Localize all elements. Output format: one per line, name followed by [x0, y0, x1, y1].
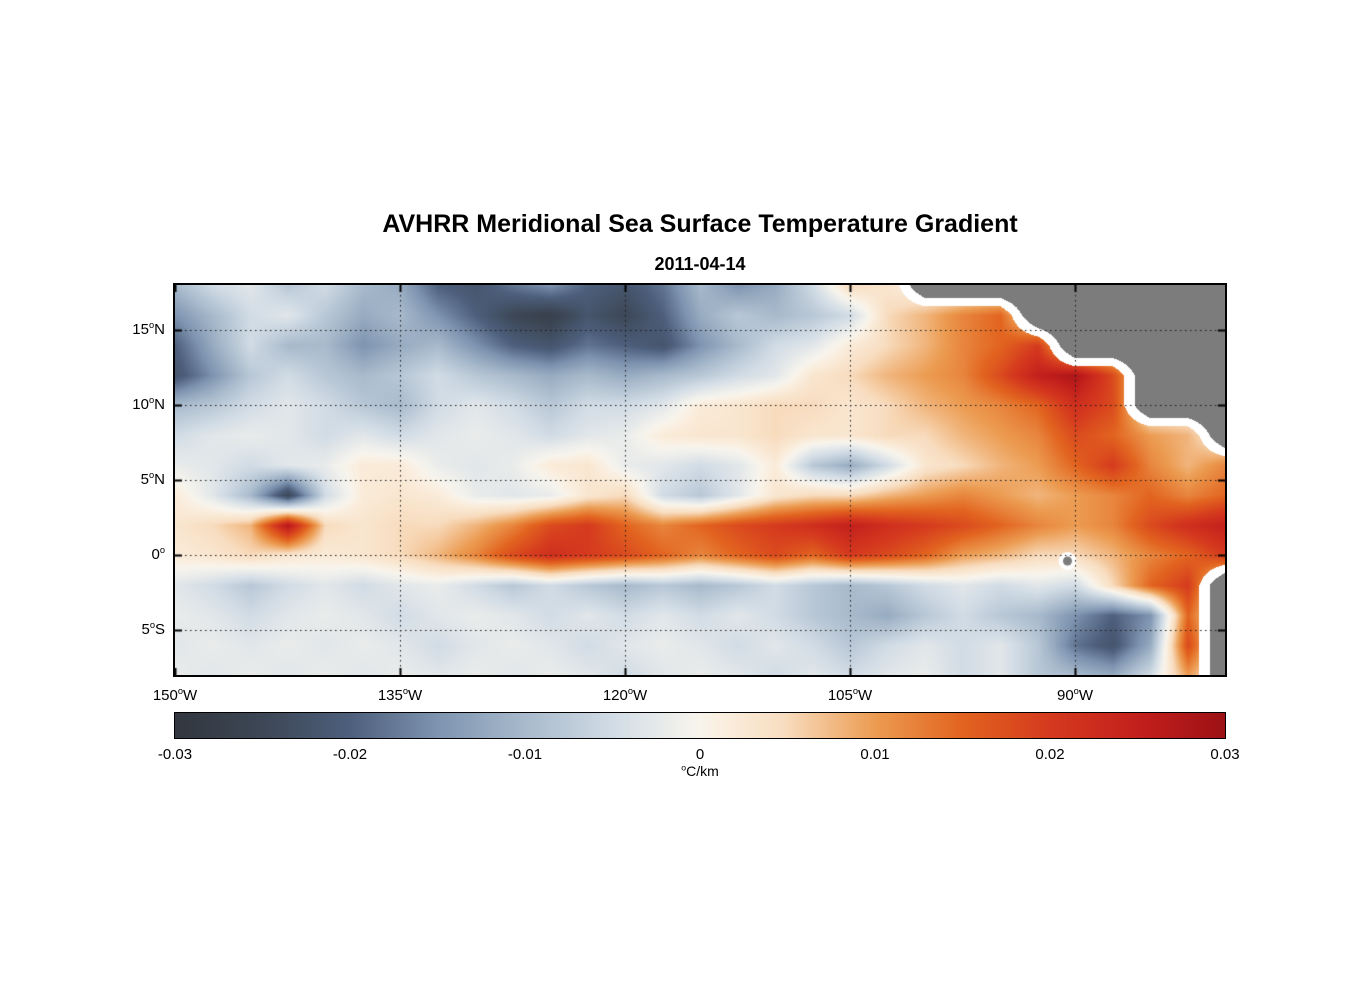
x-axis-tick-label: 105oW	[827, 686, 873, 704]
colorbar-tick-label: 0.03	[1210, 746, 1240, 763]
y-axis-tick-label: 5oS	[141, 620, 165, 638]
y-axis-tick-label: 15oN	[132, 320, 165, 338]
degree-symbol: o	[681, 762, 687, 773]
colorbar-tick-label: 0	[695, 746, 705, 763]
colorbar-tick-label: -0.01	[507, 746, 543, 763]
colorbar-tick-label: -0.02	[332, 746, 368, 763]
x-axis-tick-label: 120oW	[602, 686, 648, 704]
x-axis-tick-label: 90oW	[1056, 686, 1094, 704]
sst-gradient-heatmap-canvas	[175, 285, 1225, 675]
y-axis-tick-label: 10oN	[132, 395, 165, 413]
map-plot-area	[173, 283, 1227, 677]
y-axis-tick-label: 0o	[151, 545, 165, 563]
colorbar-gradient-canvas	[175, 713, 1225, 738]
x-axis-tick-label: 150oW	[152, 686, 198, 704]
colorbar-tick-label: 0.01	[860, 746, 890, 763]
plot-subtitle-date: 2011-04-14	[654, 254, 746, 274]
colorbar-tick-label: 0.02	[1035, 746, 1065, 763]
unit-text: C/km	[686, 763, 719, 779]
colorbar-unit-label: oC/km	[175, 763, 1225, 779]
x-axis-tick-label: 135oW	[377, 686, 423, 704]
colorbar	[174, 712, 1226, 739]
colorbar-tick-label: -0.03	[157, 746, 193, 763]
plot-title: AVHRR Meridional Sea Surface Temperature…	[382, 210, 1018, 238]
y-axis-tick-label: 5oN	[140, 470, 165, 488]
